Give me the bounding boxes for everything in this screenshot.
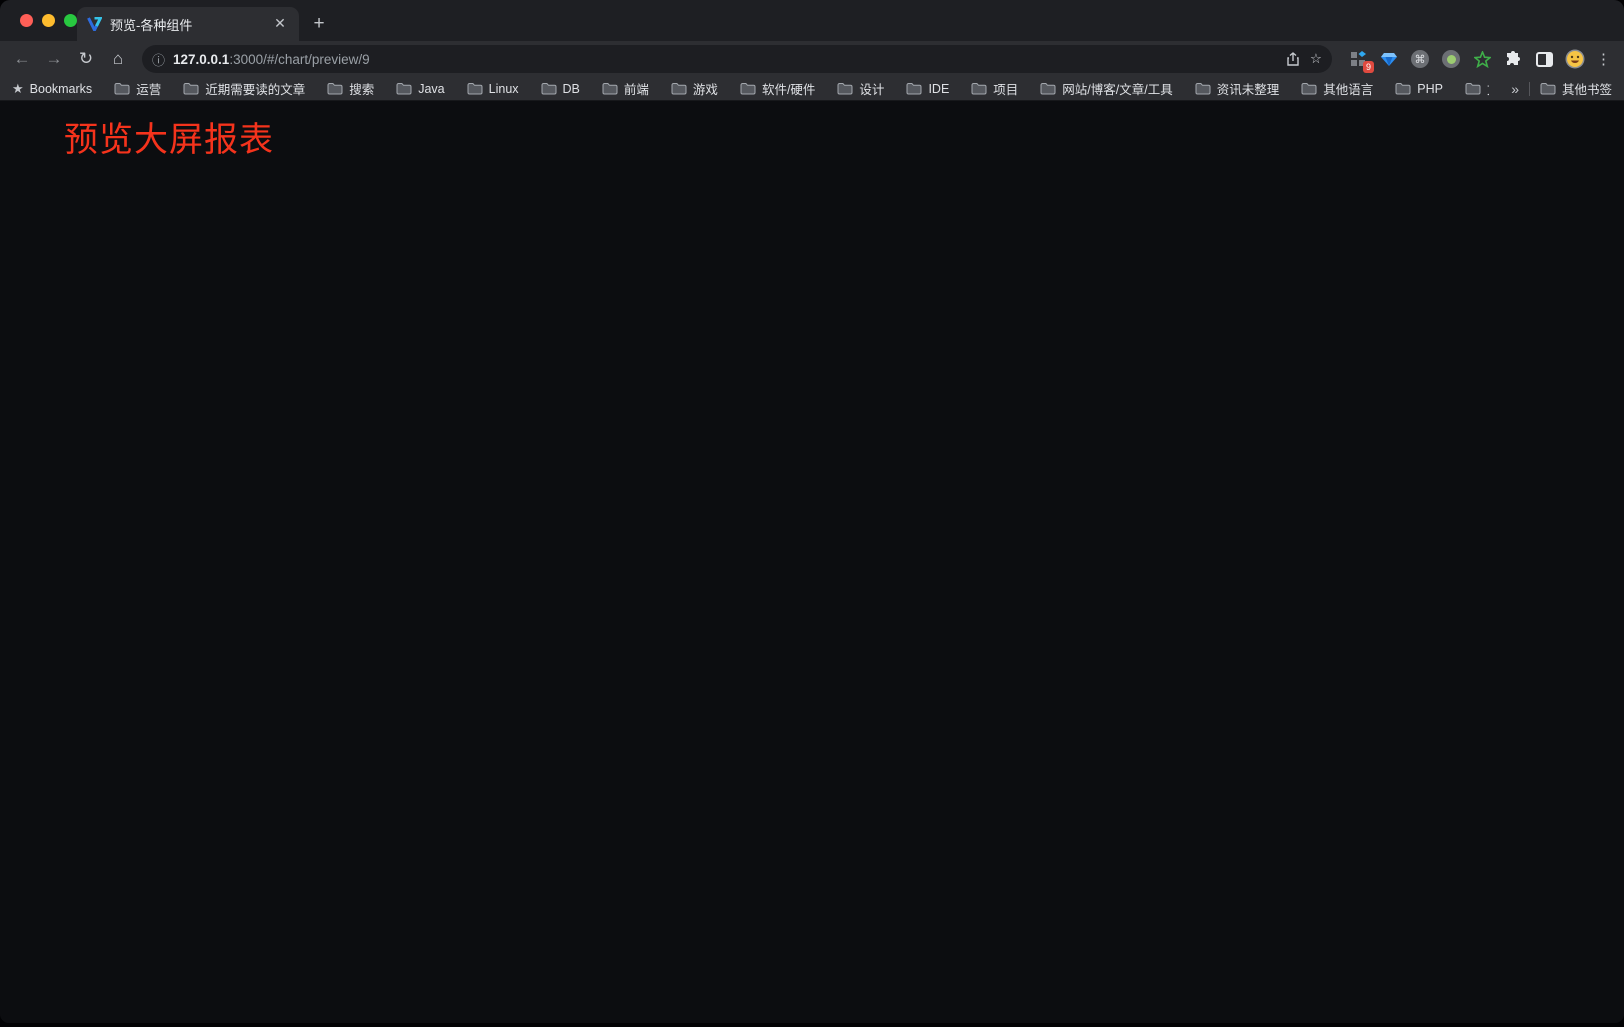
bookmark-folder-label: 软件/硬件 xyxy=(761,83,816,97)
bookmark-folder[interactable]: PHP xyxy=(1395,82,1443,96)
bookmark-folder[interactable]: 搜索 xyxy=(327,79,374,98)
folder-icon xyxy=(971,83,987,95)
reload-button[interactable]: ↻ xyxy=(78,49,94,68)
page-title: 预览大屏报表 xyxy=(64,121,274,159)
bookmarks-label: Bookmarks xyxy=(29,81,93,96)
bookmark-folder-label: 其他语言 xyxy=(1323,83,1374,97)
folder-icon xyxy=(1395,83,1411,95)
window-maximize-button[interactable] xyxy=(64,14,77,27)
bookmark-folder-label: IDE xyxy=(928,81,950,96)
extension-grid-icon[interactable]: 9 xyxy=(1348,49,1374,73)
bookmark-folders: 运营 近期需要读的文章 搜索 Java Linux DB 前端 游戏 软件/硬件 设计 IDE 项目 网… xyxy=(114,79,1489,98)
bookmark-folder[interactable]: 文件服务器 xyxy=(1465,79,1489,98)
tab-favicon xyxy=(87,17,102,31)
traffic-lights xyxy=(20,14,77,27)
extension-command-icon[interactable]: ⌘ xyxy=(1410,49,1430,69)
bookmark-folder[interactable]: 近期需要读的文章 xyxy=(183,79,305,98)
chart-grouped-bar[interactable] xyxy=(40,150,460,366)
bookmarks-manager[interactable]: ★ Bookmarks xyxy=(12,81,92,97)
bookmark-folder[interactable]: 网站/博客/文章/工具 xyxy=(1040,79,1173,98)
tab-close-icon[interactable]: ✕ xyxy=(274,15,286,31)
bookmark-folder-label: 近期需要读的文章 xyxy=(205,83,306,97)
folder-icon xyxy=(671,83,687,95)
tab-title: 预览-各种组件 xyxy=(110,17,193,33)
side-panel-icon[interactable] xyxy=(1534,49,1554,69)
new-tab-button[interactable]: + xyxy=(313,13,325,34)
folder-icon xyxy=(906,83,922,95)
folder-icon xyxy=(1040,83,1056,95)
extension-record-icon[interactable] xyxy=(1441,49,1461,69)
bookmark-folder[interactable]: Java xyxy=(396,81,445,96)
browser-toolbar: ← → ↻ ⌂ ⓘ 127.0.0.1 :3000/#/chart/previe… xyxy=(0,41,1624,77)
bookmark-folder-label: PHP xyxy=(1417,81,1443,96)
bookmark-folder-label: 文件服务器 xyxy=(1487,79,1489,98)
folder-icon xyxy=(396,83,412,95)
extension-gem-icon[interactable] xyxy=(1379,49,1399,69)
bookmark-folder[interactable]: 资讯未整理 xyxy=(1195,79,1280,98)
bookmarks-divider xyxy=(1528,81,1530,96)
bookmark-folder-label: 网站/博客/文章/工具 xyxy=(1062,83,1173,97)
bookmark-folder-label: 游戏 xyxy=(692,83,718,97)
other-bookmarks[interactable]: 其他书签 xyxy=(1540,79,1612,98)
dashboard-page: 预览大屏报表 xyxy=(0,102,1624,1023)
bookmark-folder[interactable]: 项目 xyxy=(971,79,1018,98)
other-bookmarks-label: 其他书签 xyxy=(1561,83,1612,97)
extension-star-icon[interactable] xyxy=(1472,49,1492,69)
bookmark-folder[interactable]: DB xyxy=(541,82,580,96)
folder-icon xyxy=(1195,83,1211,95)
bookmark-folder[interactable]: 运营 xyxy=(114,79,161,98)
home-button[interactable]: ⌂ xyxy=(112,49,124,68)
back-button[interactable]: ← xyxy=(13,49,31,68)
window-minimize-button[interactable] xyxy=(42,14,55,27)
bookmark-folder-label: Java xyxy=(418,81,445,96)
bookmark-folder[interactable]: 软件/硬件 xyxy=(740,79,815,98)
folder-icon xyxy=(467,83,483,95)
bookmarks-star-icon: ★ xyxy=(12,80,24,96)
bookmark-folder[interactable]: 其他语言 xyxy=(1301,79,1373,98)
bookmark-folder-label: 搜索 xyxy=(349,83,375,97)
extensions-area: 9 ⌘ ⋮ xyxy=(1342,49,1616,73)
bookmarks-overflow-chevron[interactable]: » xyxy=(1511,80,1519,97)
extension-badge: 9 xyxy=(1362,61,1374,73)
menu-kebab-icon[interactable]: ⋮ xyxy=(1596,51,1611,68)
bookmarks-right: » 其他书签 xyxy=(1511,79,1612,98)
bookmark-folder-label: DB xyxy=(562,81,580,96)
site-info-icon[interactable]: ⓘ xyxy=(152,52,166,68)
folder-icon xyxy=(740,83,756,95)
url-path: :3000/#/chart/preview/9 xyxy=(229,51,370,67)
bookmark-folder[interactable]: 游戏 xyxy=(671,79,718,98)
window-close-button[interactable] xyxy=(20,14,33,27)
folder-icon xyxy=(602,83,618,95)
bookmark-folder-label: 设计 xyxy=(859,83,885,97)
folder-icon xyxy=(183,83,199,95)
folder-icon xyxy=(327,83,343,95)
folder-icon xyxy=(1465,83,1481,95)
tab-strip: 预览-各种组件 ✕ + xyxy=(0,0,1624,41)
share-icon[interactable] xyxy=(1286,51,1300,67)
bookmark-folder-label: 资讯未整理 xyxy=(1216,83,1280,97)
forward-button[interactable]: → xyxy=(45,49,63,68)
folder-icon xyxy=(837,83,853,95)
bookmark-folder[interactable]: Linux xyxy=(467,82,519,96)
url-bar[interactable]: ⓘ 127.0.0.1 :3000/#/chart/preview/9 ☆ xyxy=(142,45,1332,73)
extensions-puzzle-icon[interactable] xyxy=(1503,49,1523,69)
folder-icon xyxy=(1301,83,1317,95)
url-host: 127.0.0.1 xyxy=(173,51,230,67)
bookmark-folder[interactable]: 设计 xyxy=(837,79,884,98)
bookmark-folder-label: 运营 xyxy=(136,83,162,97)
bookmarks-bar: ★ Bookmarks 运营 近期需要读的文章 搜索 Java Linux DB 前端 游戏 软… xyxy=(0,77,1624,101)
bookmark-folder[interactable]: IDE xyxy=(906,82,949,96)
bookmark-folder-label: Linux xyxy=(488,81,519,96)
folder-icon xyxy=(541,83,557,95)
bookmark-star-icon[interactable]: ☆ xyxy=(1309,51,1322,66)
browser-tab[interactable]: 预览-各种组件 ✕ xyxy=(77,7,299,41)
bookmark-folder-label: 项目 xyxy=(993,83,1019,97)
bookmark-folder-label: 前端 xyxy=(623,83,649,97)
profile-avatar[interactable] xyxy=(1565,49,1585,69)
bookmark-folder[interactable]: 前端 xyxy=(602,79,649,98)
folder-icon xyxy=(114,83,130,95)
